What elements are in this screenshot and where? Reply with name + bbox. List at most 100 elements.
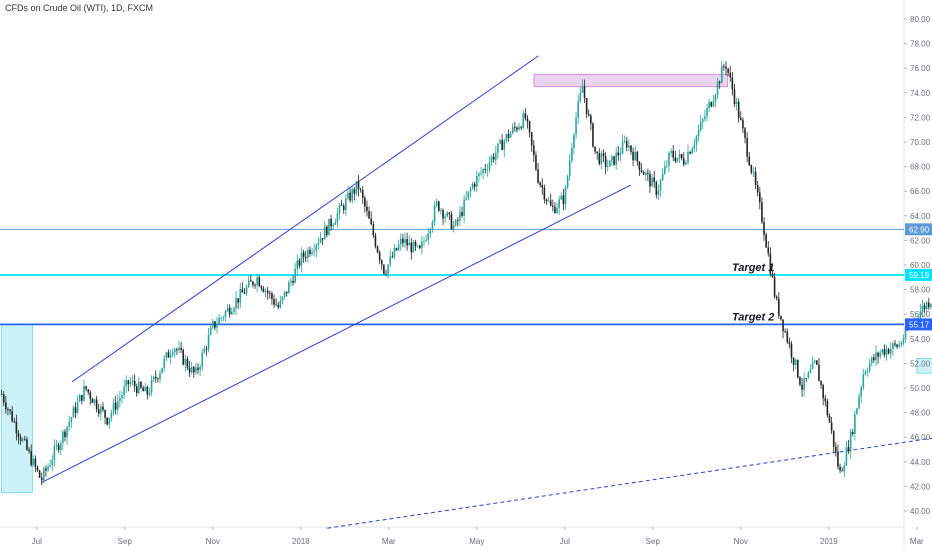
candle-body (883, 349, 886, 355)
candle-body (879, 352, 881, 357)
candle-body (256, 277, 258, 286)
candle-body (224, 311, 227, 318)
candle-body (304, 256, 307, 258)
candle-body (554, 206, 556, 213)
candle-body (260, 286, 263, 289)
candle-body (604, 156, 607, 167)
current-price-tag (905, 223, 932, 236)
candle-body (311, 251, 313, 255)
candle-body (820, 381, 822, 386)
candle-body (226, 307, 229, 312)
candle-body (471, 183, 474, 189)
candle-body (761, 202, 763, 223)
candle-body (509, 132, 512, 138)
candle-body (571, 148, 573, 161)
candle-body (55, 444, 58, 447)
candle-body (894, 343, 896, 345)
candle-body (359, 189, 362, 191)
candle-body (492, 156, 495, 160)
candle-body (421, 241, 423, 249)
candle-body (587, 114, 590, 116)
candle-body (395, 248, 398, 251)
candle-body (870, 357, 873, 364)
candle-body (923, 305, 926, 310)
support-zone-2019 (916, 357, 932, 374)
candle-body (889, 348, 892, 354)
candle-body (418, 245, 421, 249)
candle-body (731, 77, 734, 90)
candle-body (828, 415, 831, 423)
y-tick-label: 46.00 (910, 433, 931, 442)
candle-body (767, 247, 770, 254)
candle-body (476, 176, 478, 187)
candle-body (199, 367, 201, 371)
candle-body (805, 378, 808, 379)
candle-body (642, 171, 645, 175)
candle-body (328, 218, 330, 236)
candle-body (801, 384, 803, 390)
candle-body (740, 118, 742, 120)
candle-body (288, 282, 290, 294)
candle-body (613, 156, 615, 165)
candle-body (127, 380, 130, 385)
y-tick-label: 48.00 (910, 409, 931, 418)
candle-body (285, 291, 288, 294)
candle-body (830, 422, 833, 431)
candle-body (467, 191, 470, 198)
candle-body (152, 376, 155, 380)
candle-body (51, 460, 54, 465)
candle-body (862, 374, 865, 388)
candle-body (271, 293, 273, 299)
y-tick-label: 62.00 (910, 236, 931, 245)
candle-body (788, 342, 791, 344)
candle-body (93, 399, 96, 404)
candle-body (95, 399, 98, 410)
candle-body (486, 169, 489, 171)
candle-body (454, 220, 457, 226)
candle-body (173, 349, 176, 353)
candle-body (157, 378, 159, 380)
candle-body (342, 205, 345, 210)
candle-body (357, 181, 360, 190)
candle-body (655, 182, 658, 195)
candle-body (414, 241, 417, 247)
candle-body (296, 260, 299, 269)
candle-body (406, 239, 408, 246)
candle-body (505, 134, 508, 141)
y-tick-label: 76.00 (910, 64, 931, 73)
candle-body (469, 188, 472, 192)
candle-body (744, 128, 746, 138)
candle-body (112, 402, 115, 413)
candle-body (448, 212, 451, 215)
candle-body (659, 180, 662, 191)
candle-body (106, 417, 108, 425)
candle-body (756, 184, 759, 193)
candle-body (860, 387, 862, 397)
candle-body (640, 170, 643, 172)
candle-body (723, 66, 725, 68)
candle-body (254, 285, 256, 286)
candle-body (133, 380, 136, 387)
candle-body (824, 398, 827, 402)
candle-body (239, 289, 242, 303)
candle-body (710, 102, 713, 107)
candle-body (752, 171, 755, 173)
candle-body (826, 401, 829, 416)
candle-body (873, 357, 875, 361)
y-tick-label: 40.00 (910, 507, 931, 516)
candle-body (104, 409, 106, 418)
candle-body (129, 381, 132, 385)
candle-body (712, 101, 715, 107)
candle-body (552, 205, 554, 207)
candle-body (687, 151, 689, 163)
candle-body (182, 349, 185, 365)
candle-body (121, 395, 123, 399)
candle-body (545, 199, 548, 202)
candle-body (606, 166, 609, 168)
candle-body (205, 348, 208, 350)
x-tick-label: 2018 (292, 537, 310, 546)
candle-body (70, 417, 73, 423)
candle-body (670, 151, 672, 153)
candle-body (64, 431, 66, 438)
